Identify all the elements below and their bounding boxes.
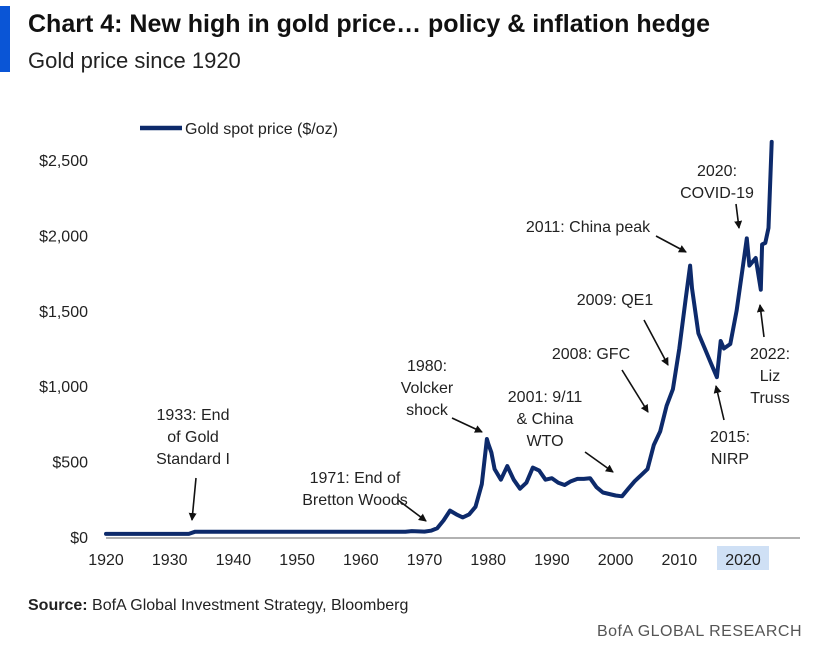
x-tick-label-1980: 1980 <box>470 552 506 569</box>
legend-label: Gold spot price ($/oz) <box>185 121 338 138</box>
annotation-arrow-1971 <box>397 499 427 522</box>
x-tick-label-1940: 1940 <box>216 552 252 569</box>
y-tick-label-1500: $1,500 <box>39 304 88 321</box>
annotation-label-1933: 1933: End of Gold Standard I <box>156 407 230 468</box>
annotation-label-1971: 1971: End of Bretton Woods <box>302 470 408 509</box>
annotation-arrow-2015 <box>713 385 725 421</box>
y-tick-label-2000: $2,000 <box>39 228 88 245</box>
annotation-arrow-1933 <box>188 477 197 521</box>
y-tick-label-2500: $2,500 <box>39 153 88 170</box>
y-tick-label-0: $0 <box>70 530 88 547</box>
annotation-label-2011: 2011: China peak <box>526 219 651 236</box>
x-tick-label-2010: 2010 <box>662 552 698 569</box>
x-tick-label-1970: 1970 <box>407 552 443 569</box>
annotation-label-2009: 2009: QE1 <box>577 292 654 309</box>
accent-bar <box>0 6 10 72</box>
x-tick-label-2000: 2000 <box>598 552 634 569</box>
y-tick-label-500: $500 <box>52 455 88 472</box>
gold-price-chart: $0 $500 $1,000 $1,500 $2,000 $2,500 1920 1930 19… <box>39 121 800 570</box>
annotation-label-2015: 2015: NIRP <box>710 429 750 468</box>
annotation-arrow-1980 <box>451 417 483 433</box>
y-tick-label-1000: $1,000 <box>39 379 88 396</box>
x-tick-label-1960: 1960 <box>343 552 379 569</box>
x-tick-label-2020: 2020 <box>725 552 761 569</box>
x-tick-label-1950: 1950 <box>279 552 315 569</box>
source-text: BofA Global Investment Strategy, Bloombe… <box>87 597 409 614</box>
x-tick-label-1990: 1990 <box>534 552 570 569</box>
annotation-arrow-2008 <box>621 369 649 413</box>
brand-label: BofA GLOBAL RESEARCH <box>596 623 802 640</box>
annotation-arrow-2020 <box>734 203 743 229</box>
source-note: Source: BofA Global Investment Strategy,… <box>28 597 408 615</box>
chart-title: Chart 4: New high in gold price… policy … <box>28 10 710 38</box>
x-tick-label-1920: 1920 <box>88 552 124 569</box>
annotation-label-2008: 2008: GFC <box>552 346 630 363</box>
chart-subtitle: Gold price since 1920 <box>28 48 241 73</box>
series-line-0 <box>104 139 774 536</box>
annotation-arrow-2011 <box>655 235 687 253</box>
annotation-arrow-2001 <box>584 451 614 473</box>
annotation-arrow-2009 <box>643 319 669 366</box>
x-tick-highlight-2020 <box>717 546 769 570</box>
annotation-label-2020: 2020: COVID-19 <box>680 163 754 202</box>
annotation-label-1980: 1980: Volcker shock <box>401 358 454 419</box>
annotation-arrow-2022 <box>756 304 765 338</box>
annotation-label-2001: 2001: 9/11 & China WTO <box>508 389 583 450</box>
source-label: Source: <box>28 597 88 614</box>
annotation-label-2022: 2022: Liz Truss <box>750 346 790 407</box>
x-tick-label-1930: 1930 <box>152 552 188 569</box>
